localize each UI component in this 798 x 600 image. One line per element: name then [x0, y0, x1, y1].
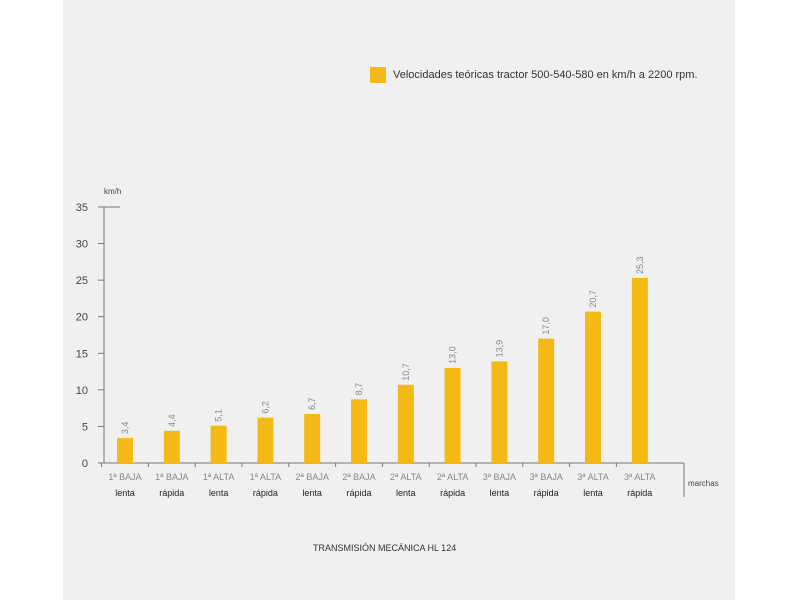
value-label: 20,7 — [588, 290, 598, 308]
value-label: 25,3 — [635, 256, 645, 274]
category-label-top: 1ª BAJA — [108, 472, 141, 482]
category-label-top: 2ª ALTA — [390, 472, 422, 482]
y-tick-label: 15 — [76, 348, 88, 360]
legend-label: Velocidades teóricas tractor 500-540-580… — [393, 69, 698, 81]
category-label-bottom: lenta — [302, 488, 322, 498]
category-label-top: 2ª ALTA — [437, 472, 469, 482]
category-label-top: 3ª BAJA — [530, 472, 563, 482]
legend-swatch — [370, 67, 386, 83]
value-label: 6,7 — [307, 397, 317, 410]
bar — [351, 399, 367, 463]
bar — [210, 425, 227, 463]
category-label-bottom: lenta — [490, 488, 510, 498]
category-label-bottom: lenta — [115, 488, 135, 498]
bar — [163, 430, 180, 463]
bar — [491, 361, 508, 463]
category-label-top: 1ª BAJA — [155, 472, 188, 482]
y-tick-label: 30 — [76, 239, 88, 251]
value-label: 8,7 — [354, 383, 364, 396]
bar — [304, 413, 321, 463]
category-label-bottom: rápida — [346, 488, 371, 498]
bar — [444, 367, 461, 463]
bar — [538, 338, 555, 463]
y-tick-label: 35 — [76, 202, 88, 214]
category-label-top: 2ª BAJA — [342, 472, 375, 482]
chart-caption: TRANSMISIÓN MECÁNICA HL 124 — [313, 543, 457, 553]
category-label-bottom: lenta — [396, 488, 416, 498]
y-axis-label: km/h — [104, 187, 121, 196]
value-label: 13,9 — [494, 340, 504, 358]
bar — [257, 417, 274, 463]
value-label: 10,7 — [401, 363, 411, 381]
value-label: 3,4 — [120, 422, 130, 435]
category-label-top: 3ª BAJA — [483, 472, 516, 482]
category-label-top: 2ª BAJA — [296, 472, 329, 482]
category-label-bottom: rápida — [627, 488, 652, 498]
category-label-bottom: rápida — [253, 488, 278, 498]
bar — [397, 384, 414, 463]
value-label: 4,4 — [167, 414, 177, 427]
category-label-bottom: rápida — [440, 488, 465, 498]
category-label-bottom: rápida — [534, 488, 559, 498]
y-tick-label: 25 — [76, 275, 88, 287]
value-label: 6,2 — [260, 401, 270, 414]
category-label-bottom: lenta — [583, 488, 603, 498]
y-tick-label: 5 — [82, 421, 88, 433]
category-label-top: 3ª ALTA — [624, 472, 656, 482]
value-label: 17,0 — [541, 317, 551, 335]
bar — [585, 311, 601, 463]
y-tick-label: 20 — [76, 312, 88, 324]
x-axis-label: marchas — [688, 479, 719, 488]
value-label: 13,0 — [448, 346, 458, 364]
category-label-bottom: lenta — [209, 488, 229, 498]
value-label: 5,1 — [214, 409, 224, 422]
category-label-top: 3ª ALTA — [577, 472, 609, 482]
category-label-bottom: rápida — [159, 488, 184, 498]
y-tick-label: 0 — [82, 458, 88, 470]
category-label-top: 1ª ALTA — [203, 472, 235, 482]
chart-legend: Velocidades teóricas tractor 500-540-580… — [370, 67, 698, 83]
category-label-top: 1ª ALTA — [250, 472, 282, 482]
bar — [117, 438, 133, 463]
bar — [631, 277, 648, 463]
y-tick-label: 10 — [76, 385, 88, 397]
chart-panel — [63, 0, 735, 600]
